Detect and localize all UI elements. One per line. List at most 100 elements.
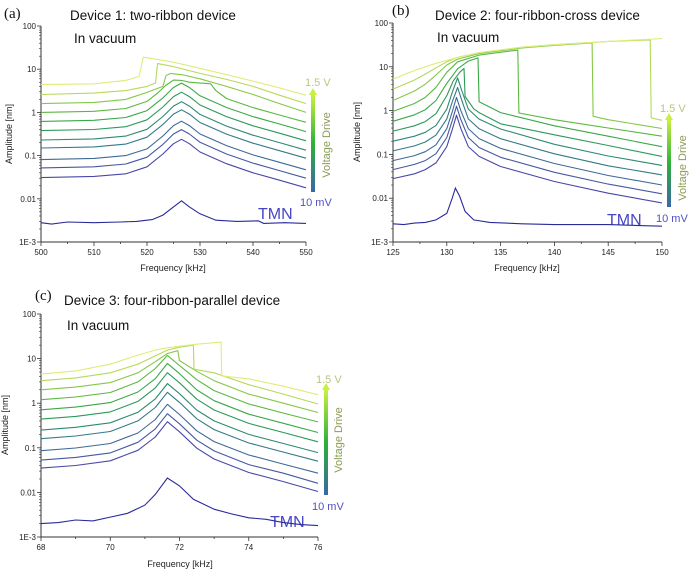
chart-title: Device 3: four-ribbon-parallel device [64, 293, 280, 308]
series-line-2 [40, 129, 307, 179]
y-tick-label: 10 [379, 63, 388, 72]
x-tick-label: 530 [193, 248, 207, 257]
series-line-7 [392, 57, 663, 148]
chart-title: Device 2: four-ribbon-cross device [435, 8, 640, 23]
series-line-9 [392, 42, 663, 130]
y-axis-label: Amplitude [nm] [0, 395, 10, 455]
x-tick-label: 540 [246, 248, 260, 257]
x-tick-label: 510 [87, 248, 101, 257]
panel-label: (c) [35, 288, 52, 304]
series-line-8 [392, 49, 663, 137]
series-line-10 [40, 344, 319, 405]
series-line-6 [392, 67, 663, 157]
panel-label: (a) [4, 6, 21, 22]
y-tick-label: 1 [32, 108, 37, 117]
series-line-1 [392, 114, 663, 204]
series-line-2 [392, 105, 663, 195]
series-line-5 [392, 77, 663, 166]
x-axis-label: Frequency [kHz] [147, 559, 213, 569]
series-line-11 [392, 38, 663, 80]
plot-1: 125 130 135 140 145 150 1E-3 0.01 0.1 1 10 100 [371, 19, 673, 257]
y-tick-label: 100 [375, 19, 389, 28]
x-tick-label: 74 [244, 543, 253, 552]
y-tick-label: 1E-3 [19, 238, 36, 247]
x-tick-label: 140 [548, 248, 562, 257]
x-tick-label: 125 [386, 248, 400, 257]
chart-subtitle: In vacuum [74, 31, 136, 46]
series-line-4 [40, 109, 307, 159]
series-line-4 [40, 391, 319, 462]
colorbar-arrow-icon [322, 383, 330, 390]
series-line-7 [40, 82, 307, 133]
y-tick-label: 10 [27, 355, 36, 364]
y-axis-label: Amplitude [nm] [4, 104, 14, 164]
panel-a: (a) Device 1: two-ribbon device In vacuu… [4, 6, 333, 273]
series-line-8 [40, 79, 307, 123]
series-line-7 [40, 362, 319, 434]
tmn-label: TMN [607, 212, 642, 229]
series-line-5 [40, 101, 307, 151]
tmn-label: TMN [258, 206, 293, 223]
colorbar-top-label: 1.5 V [316, 374, 342, 386]
series-line-2 [40, 413, 319, 484]
chart-title: Device 1: two-ribbon device [70, 8, 236, 23]
colorbar-bottom-label: 10 mV [656, 213, 688, 225]
y-tick-label: 1 [32, 399, 37, 408]
series-line-11 [40, 341, 319, 396]
y-tick-label: 10 [27, 65, 36, 74]
y-tick-label: 1 [384, 107, 389, 116]
x-tick-label: 150 [655, 248, 669, 257]
panel-c: (c) Device 3: four-ribbon-parallel devic… [0, 288, 345, 569]
plot-0: 500 510 520 530 540 550 1E-3 0.01 0.1 1 10 100 [19, 22, 317, 257]
plot-2: 68 70 72 74 76 1E-3 0.01 0.1 1 10 100 [19, 310, 330, 552]
panel-b: (b) Device 2: four-ribbon-cross device I… [352, 3, 689, 273]
colorbar-arrow-icon [665, 113, 673, 120]
series-line-1 [40, 138, 307, 189]
colorbar-top-label: 1.5 V [305, 77, 331, 89]
y-tick-label: 0.1 [25, 152, 37, 161]
y-tick-label: 0.1 [377, 150, 389, 159]
series-line-3 [40, 403, 319, 474]
x-tick-label: 520 [140, 248, 154, 257]
y-tick-label: 0.01 [20, 195, 36, 204]
colorbar [311, 95, 315, 192]
colorbar-arrow-icon [309, 88, 317, 95]
series-line-6 [40, 372, 319, 443]
x-tick-label: 550 [299, 248, 313, 257]
colorbar-title: Voltage Drive [677, 135, 689, 200]
x-tick-label: 70 [106, 543, 115, 552]
colorbar [324, 390, 328, 495]
y-tick-label: 1E-3 [371, 238, 388, 247]
y-axis-label: Amplitude [nm] [352, 102, 362, 162]
series-line-11 [40, 56, 307, 96]
panel-label: (b) [392, 3, 410, 19]
x-tick-label: 500 [34, 248, 48, 257]
colorbar-top-label: 1.5 V [660, 103, 686, 115]
y-tick-label: 0.01 [20, 488, 36, 497]
series-line-10 [40, 63, 307, 105]
series-line-9 [40, 72, 307, 113]
y-tick-label: 100 [23, 22, 37, 31]
tmn-line [392, 186, 663, 227]
x-tick-label: 76 [314, 543, 323, 552]
x-tick-label: 130 [440, 248, 454, 257]
y-tick-label: 0.1 [25, 444, 37, 453]
y-tick-label: 1E-3 [19, 533, 36, 542]
tmn-label: TMN [270, 514, 305, 531]
colorbar-title: Voltage Drive [321, 112, 333, 177]
series-line-4 [392, 86, 663, 176]
series-line-9 [40, 350, 319, 414]
x-axis-label: Frequency [kHz] [140, 263, 206, 273]
x-tick-label: 72 [175, 543, 184, 552]
series-line-3 [392, 96, 663, 186]
tmn-line [40, 200, 307, 225]
x-axis-label: Frequency [kHz] [494, 263, 560, 273]
x-tick-label: 145 [602, 248, 616, 257]
series-line-3 [40, 120, 307, 171]
colorbar-bottom-label: 10 mV [312, 501, 344, 513]
chart-subtitle: In vacuum [437, 30, 499, 45]
chart-subtitle: In vacuum [67, 318, 129, 333]
series-line-5 [40, 383, 319, 454]
tmn-line [40, 477, 319, 527]
